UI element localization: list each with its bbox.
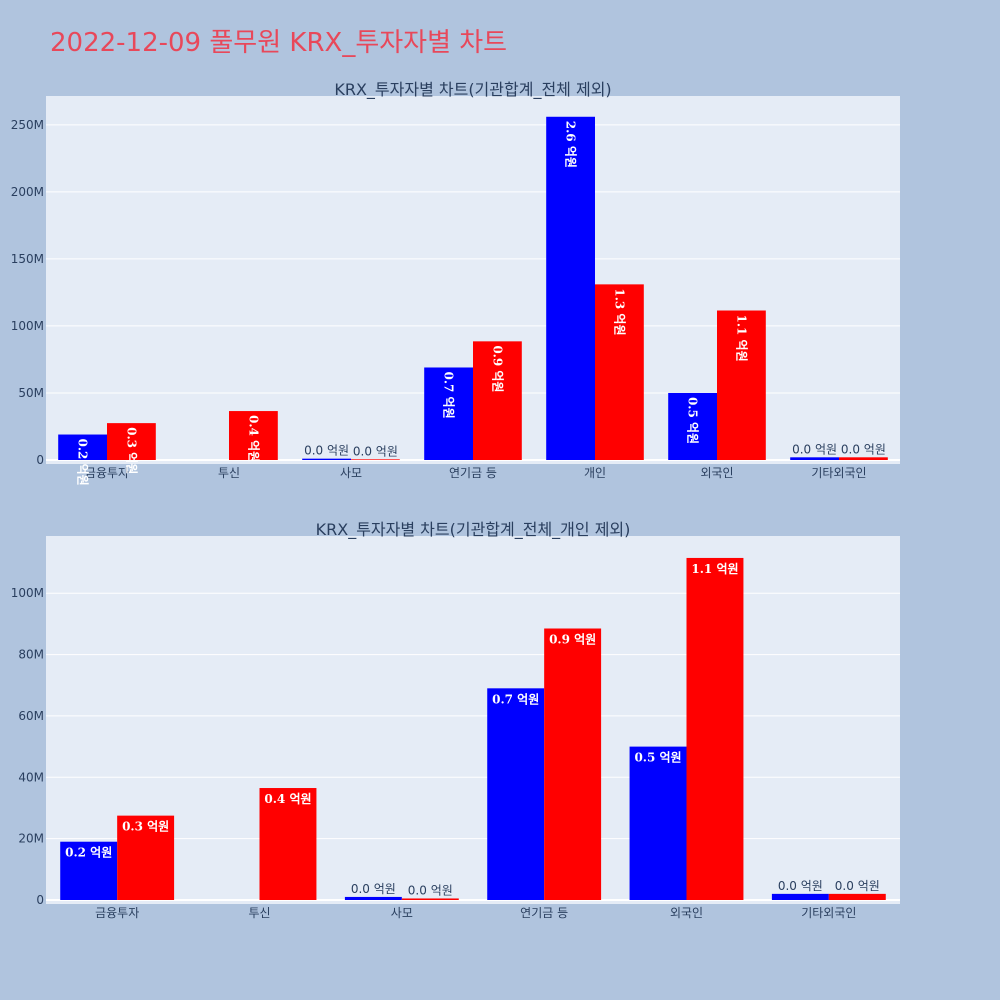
- chart-bottom-xtick-label: 연기금 등: [520, 906, 568, 920]
- chart-bottom-title: KRX_투자자별 차트(기관합계_전체_개인 제외): [316, 520, 631, 540]
- chart-top-data-label: 0.0 억원: [841, 442, 886, 456]
- chart-top-bar: [107, 423, 156, 460]
- chart-top-ytick-label: 250M: [11, 118, 44, 132]
- chart-bottom-xtick-label: 외국인: [670, 906, 703, 920]
- chart-top-data-label: 2.6 억원: [564, 121, 578, 168]
- chart-bottom-bar: [60, 841, 118, 900]
- chart-top-xtick-label: 사모: [340, 466, 362, 480]
- chart-top-bar: [595, 284, 644, 460]
- chart-bottom-ytick-label: 80M: [18, 648, 44, 662]
- chart-top-bar: [473, 341, 522, 460]
- chart-top-bar: [668, 392, 717, 460]
- chart-top-data-label: 0.3 억원: [124, 427, 138, 474]
- chart-top-data-label: 0.0 억원: [304, 444, 349, 458]
- chart-bottom-bar: [487, 688, 545, 900]
- chart-bottom-xtick-label: 투신: [248, 906, 270, 920]
- chart-bottom-bar: [401, 898, 459, 900]
- chart-bottom-ytick-label: 40M: [18, 770, 44, 784]
- chart-top-xtick-label: 기타외국인: [811, 466, 866, 480]
- chart-top-ytick-label: 0: [36, 453, 44, 467]
- chart-bottom-bar: [686, 557, 744, 900]
- chart-top-bar: [790, 457, 839, 460]
- chart-bottom-plot-area: [46, 536, 900, 904]
- chart-bottom-ytick-label: 60M: [18, 709, 44, 723]
- chart-top-xtick-label: 연기금 등: [449, 466, 497, 480]
- chart-top-data-label: 1.3 억원: [612, 288, 626, 335]
- chart-bottom-data-label: 0.4 억원: [264, 792, 311, 806]
- chart-bottom-xtick-label: 금융투자: [95, 906, 139, 920]
- chart-bottom-data-label: 0.7 억원: [492, 692, 539, 706]
- chart-top-xtick-label: 개인: [584, 466, 606, 480]
- chart-top-bar: [302, 458, 351, 460]
- chart-top-data-label: 0.4 억원: [246, 415, 260, 462]
- chart-top-data-label: 0.2 억원: [76, 439, 90, 486]
- chart-top-title: KRX_투자자별 차트(기관합계_전체 제외): [334, 80, 611, 100]
- chart-top-data-label: 0.5 억원: [686, 397, 700, 444]
- chart-bottom-bar: [544, 628, 602, 900]
- chart-top-data-label: 0.0 억원: [792, 442, 837, 456]
- chart-top-bar: [424, 367, 473, 460]
- chart-bottom-data-label: 0.0 억원: [835, 879, 880, 893]
- chart-top-xtick-label: 외국인: [700, 466, 733, 480]
- chart-bottom-data-label: 0.2 억원: [65, 846, 112, 860]
- chart-top-data-label: 0.0 억원: [353, 444, 398, 458]
- chart-top-ytick-label: 150M: [11, 252, 44, 266]
- chart-top-ytick-label: 100M: [11, 319, 44, 333]
- chart-top-data-label: 0.9 억원: [490, 345, 504, 392]
- chart-top-data-label: 0.7 억원: [442, 371, 456, 418]
- chart-top: KRX_투자자별 차트(기관합계_전체 제외) 0 50M 100M 150M 200M…: [11, 80, 900, 486]
- chart-bottom-xtick-label: 사모: [391, 906, 413, 920]
- chart-top-bar: [839, 457, 888, 460]
- chart-bottom-data-label: 0.5 억원: [634, 751, 681, 765]
- chart-bottom-data-label: 0.3 억원: [122, 820, 169, 834]
- chart-top-bar: [58, 434, 107, 460]
- chart-top-data-label: 1.1 억원: [734, 315, 748, 362]
- chart-bottom-ytick-label: 100M: [11, 586, 44, 600]
- chart-top-bar: [717, 310, 766, 460]
- chart-bottom-bar: [117, 815, 175, 900]
- chart-top-xtick-label: 금융투자: [85, 466, 129, 480]
- chart-bottom-data-label: 1.1 억원: [691, 562, 738, 576]
- chart-bottom-ytick-label: 20M: [18, 832, 44, 846]
- chart-bottom-xtick-label: 기타외국인: [801, 906, 856, 920]
- chart-bottom-data-label: 0.0 억원: [351, 882, 396, 896]
- chart-top-bar: [229, 411, 278, 460]
- chart-bottom-bar: [344, 896, 402, 900]
- chart-bottom-data-label: 0.9 억원: [549, 633, 596, 647]
- chart-bottom-data-label: 0.0 억원: [408, 883, 453, 897]
- chart-bottom-bar: [828, 893, 886, 900]
- chart-bottom: KRX_투자자별 차트(기관합계_전체_개인 제외) 0 20M 40M 60M 80M…: [11, 520, 900, 920]
- chart-bottom-bar: [771, 893, 829, 900]
- page-title: 2022-12-09 풀무원 KRX_투자자별 차트: [50, 28, 508, 58]
- chart-bottom-bar: [259, 788, 317, 900]
- chart-bottom-data-label: 0.0 억원: [778, 879, 823, 893]
- chart-top-xtick-label: 투신: [218, 466, 240, 480]
- chart-top-ytick-label: 200M: [11, 185, 44, 199]
- chart-bottom-ytick-label: 0: [36, 893, 44, 907]
- chart-top-bar: [351, 459, 400, 460]
- chart-top-bar: [546, 116, 595, 460]
- chart-bottom-bar: [629, 746, 687, 900]
- chart-top-ytick-label: 50M: [18, 386, 44, 400]
